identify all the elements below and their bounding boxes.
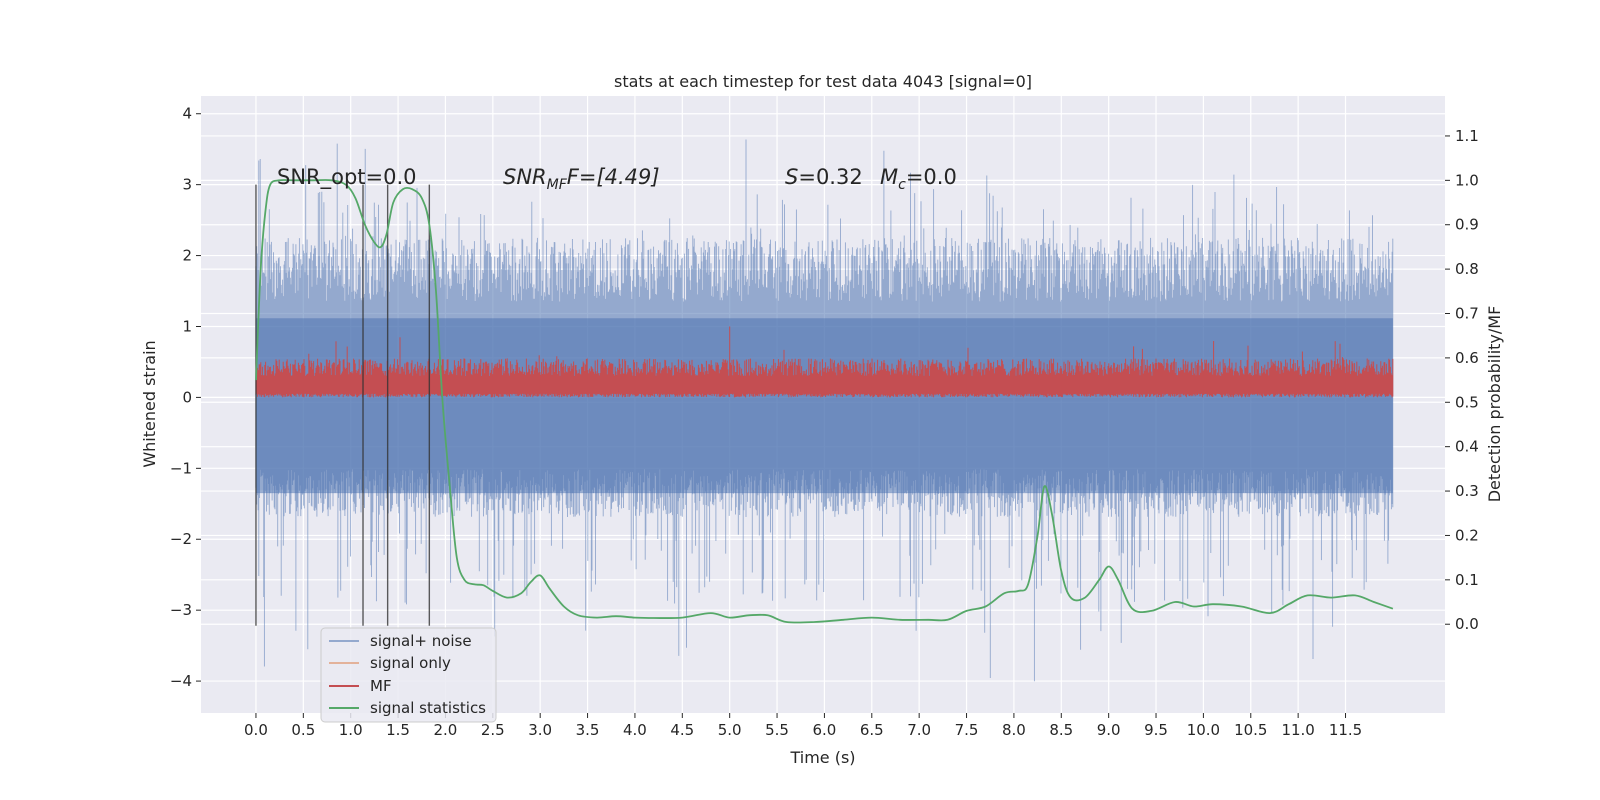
- x-tick-label: 8.0: [1002, 721, 1026, 739]
- chart-title: stats at each timestep for test data 404…: [614, 72, 1032, 91]
- vertical-markers: [255, 184, 431, 626]
- x-tick-label: 3.0: [528, 721, 552, 739]
- annotation-s-main: S: [785, 165, 798, 189]
- x-tick-label: 7.0: [907, 721, 931, 739]
- annotation-s-rest: =0.32: [798, 165, 862, 189]
- y2-tick-label: 0.0: [1455, 615, 1479, 633]
- y2-tick-label: 0.6: [1455, 349, 1479, 367]
- annotation-mc-sub: c: [898, 177, 906, 193]
- y2-tick-label: 0.8: [1455, 260, 1479, 278]
- y-tick-label: −3: [170, 601, 192, 619]
- x-tick-label: 0.5: [291, 721, 315, 739]
- x-tick-label: 11.0: [1281, 721, 1314, 739]
- y2-tick-label: 1.1: [1455, 127, 1479, 145]
- y2-tick-label: 0.5: [1455, 393, 1479, 411]
- y-tick-label: 3: [182, 176, 192, 194]
- y-tick-label: −1: [170, 459, 192, 477]
- mf-series: [255, 326, 1394, 398]
- y-tick-label: −2: [170, 530, 192, 548]
- legend-label-signal: signal only: [370, 654, 451, 672]
- legend: signal+ noise signal only MF signal stat…: [320, 627, 497, 723]
- y2-tick-label: 0.2: [1455, 526, 1479, 544]
- axis-ticks: 0.0 0.5 1.0 1.5 2.0 2.5 3.0 3.5 4.0 4.5 5.0 5.5 6.0 6…: [170, 105, 1479, 739]
- x-tick-label: 6.0: [812, 721, 836, 739]
- y2-tick-label: 1.0: [1455, 171, 1479, 189]
- x-tick-label: 5.5: [765, 721, 789, 739]
- x-tick-label: 7.5: [955, 721, 979, 739]
- y2-tick-label: 0.7: [1455, 305, 1479, 323]
- signal-noise-series: [255, 139, 1394, 682]
- x-tick-label: 6.5: [860, 721, 884, 739]
- x-tick-label: 10.0: [1187, 721, 1220, 739]
- annotation-snr-opt: SNR_opt=0.0: [277, 165, 417, 190]
- x-tick-label: 2.0: [434, 721, 458, 739]
- annotation-snr-mf: SNRMFF=[4.49]: [503, 165, 660, 193]
- y2-tick-label: 0.3: [1455, 482, 1479, 500]
- annotation-snr-mf-rest: F=[4.49]: [567, 165, 660, 189]
- annotation-mc-rest: =0.0: [906, 165, 957, 189]
- x-tick-label: 1.5: [386, 721, 410, 739]
- signal-statistics-series: [255, 179, 1394, 624]
- legend-box: [320, 627, 497, 723]
- x-tick-label: 4.0: [623, 721, 647, 739]
- y-tick-label: 4: [182, 105, 192, 123]
- x-tick-label: 10.5: [1234, 721, 1267, 739]
- legend-label-mf: MF: [370, 677, 392, 695]
- annotation-mc-main: M: [880, 165, 898, 189]
- x-tick-label: 2.5: [481, 721, 505, 739]
- y-tick-label: 2: [182, 247, 192, 265]
- x-tick-label: 4.5: [670, 721, 694, 739]
- signal-statistics-line: [255, 179, 1394, 624]
- x-tick-label: 0.0: [244, 721, 268, 739]
- x-tick-label: 5.0: [718, 721, 742, 739]
- legend-label-stats: signal statistics: [370, 699, 486, 717]
- legend-label-noise: signal+ noise: [370, 632, 472, 650]
- y2-axis-label: Detection probability/MF: [1485, 306, 1504, 503]
- x-tick-label: 8.5: [1049, 721, 1073, 739]
- x-tick-label: 11.5: [1329, 721, 1362, 739]
- annotation-snr-mf-sub: MF: [547, 177, 568, 193]
- annotation-s: S=0.32: [785, 165, 863, 189]
- annotation-snr-mf-main: SNR: [503, 165, 547, 189]
- y2-tick-label: 0.9: [1455, 216, 1479, 234]
- x-tick-label: 3.5: [576, 721, 600, 739]
- y-tick-label: −4: [170, 672, 192, 690]
- x-tick-label: 9.0: [1097, 721, 1121, 739]
- x-tick-label: 9.5: [1144, 721, 1168, 739]
- y2-tick-label: 0.1: [1455, 571, 1479, 589]
- x-tick-label: 1.0: [339, 721, 363, 739]
- y-tick-label: 1: [182, 317, 192, 335]
- annotation-mc: Mc=0.0: [880, 165, 957, 193]
- y-tick-label: 0: [182, 388, 192, 406]
- x-axis-label: Time (s): [789, 748, 855, 767]
- y2-tick-label: 0.4: [1455, 438, 1479, 456]
- y-axis-label: Whitened strain: [140, 340, 159, 467]
